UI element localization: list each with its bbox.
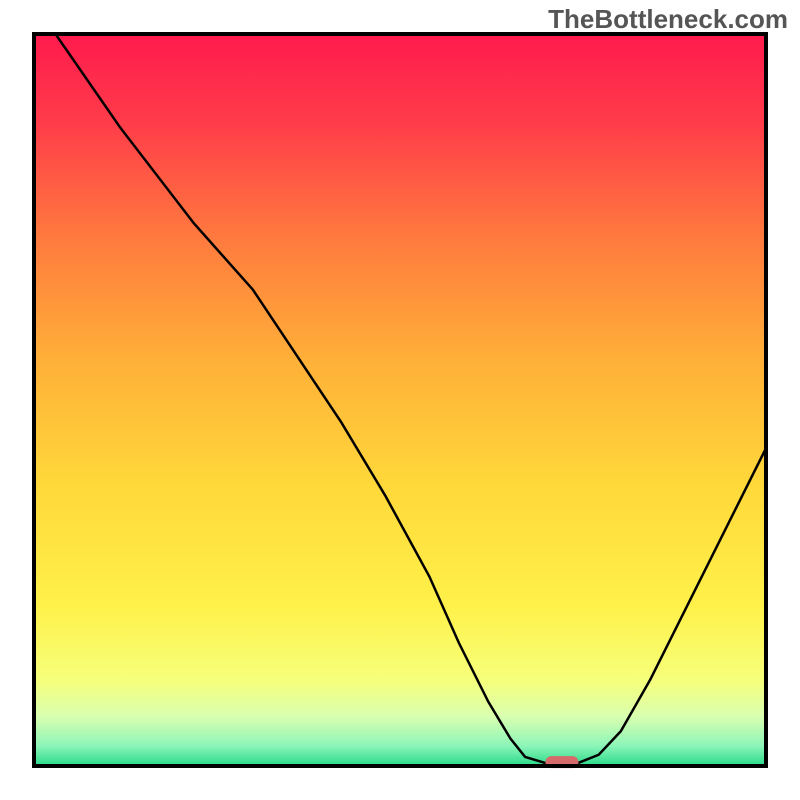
optimal-point-marker [545, 756, 578, 768]
watermark-text: TheBottleneck.com [548, 4, 788, 35]
plot-area [32, 32, 768, 768]
chart-container: TheBottleneck.com [0, 0, 800, 800]
bottleneck-curve [32, 32, 768, 768]
